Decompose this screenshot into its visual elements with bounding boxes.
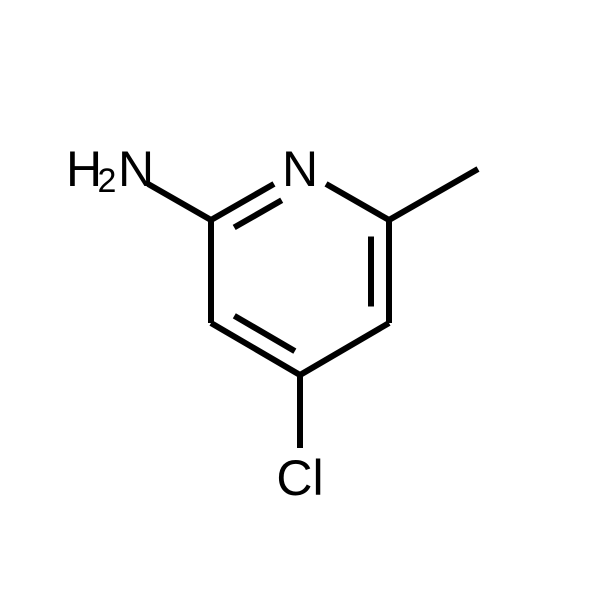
bond	[148, 184, 211, 220]
molecule-diagram: N Cl H2N	[0, 0, 600, 600]
bond	[211, 184, 274, 220]
svg-text:N: N	[118, 141, 154, 197]
bond	[300, 323, 389, 375]
atom-label: Cl	[276, 450, 323, 506]
bond	[326, 184, 389, 220]
atom-label: N	[282, 141, 318, 197]
bond	[234, 316, 295, 351]
svg-text:2: 2	[98, 162, 117, 200]
bond	[389, 169, 478, 220]
atom-label-group: H2N	[66, 141, 154, 200]
